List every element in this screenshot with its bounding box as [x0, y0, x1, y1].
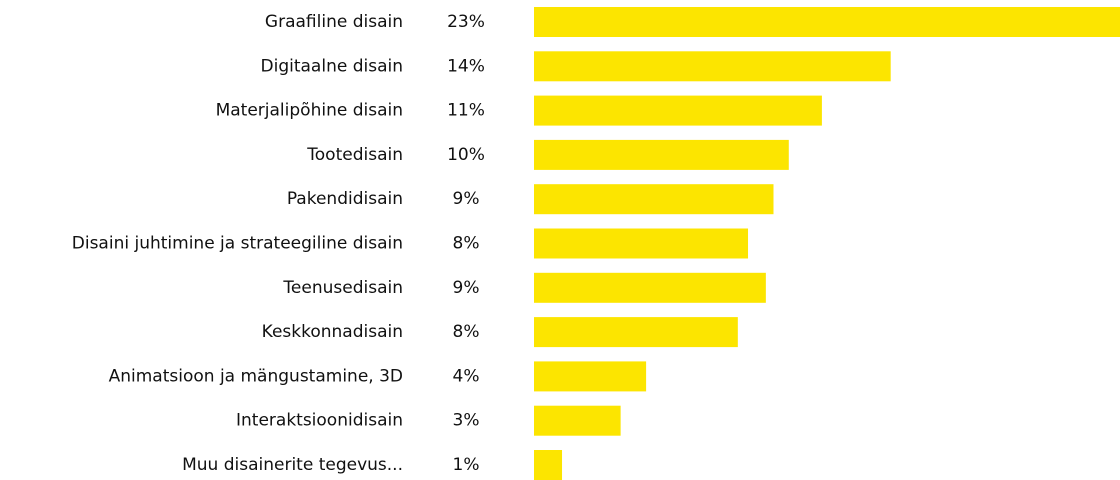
value-label: 14% — [447, 56, 485, 76]
value-label: 9% — [453, 189, 480, 209]
bar — [534, 228, 749, 259]
category-label: Keskkonnadisain — [262, 322, 403, 342]
value-label: 4% — [453, 366, 480, 386]
value-label: 8% — [453, 234, 480, 254]
category-label: Muu disainerite tegevus... — [182, 455, 403, 475]
bar — [534, 51, 891, 82]
bar — [534, 450, 563, 480]
bar — [534, 139, 789, 170]
value-label: 23% — [447, 12, 485, 32]
bar — [534, 272, 766, 303]
category-label: Animatsioon ja mängustamine, 3D — [109, 366, 403, 386]
category-label: Pakendidisain — [287, 189, 403, 209]
value-label: 9% — [453, 278, 480, 298]
category-label: Interaktsioonidisain — [236, 411, 403, 431]
category-label: Graafiline disain — [265, 12, 403, 32]
category-label: Teenusedisain — [282, 278, 403, 298]
bar — [534, 361, 647, 392]
bar — [534, 7, 1120, 37]
bar — [534, 95, 822, 126]
value-label: 11% — [447, 101, 485, 121]
value-label: 3% — [453, 411, 480, 431]
category-label: Materjalipõhine disain — [216, 101, 403, 121]
value-label: 8% — [453, 322, 480, 342]
category-label: Disaini juhtimine ja strateegiline disai… — [72, 234, 403, 254]
bar — [534, 405, 621, 436]
value-label: 10% — [447, 145, 485, 165]
category-label: Tootedisain — [306, 145, 403, 165]
value-label: 1% — [453, 455, 480, 475]
bar — [534, 317, 738, 348]
category-label: Digitaalne disain — [261, 56, 403, 76]
bar — [534, 184, 774, 215]
